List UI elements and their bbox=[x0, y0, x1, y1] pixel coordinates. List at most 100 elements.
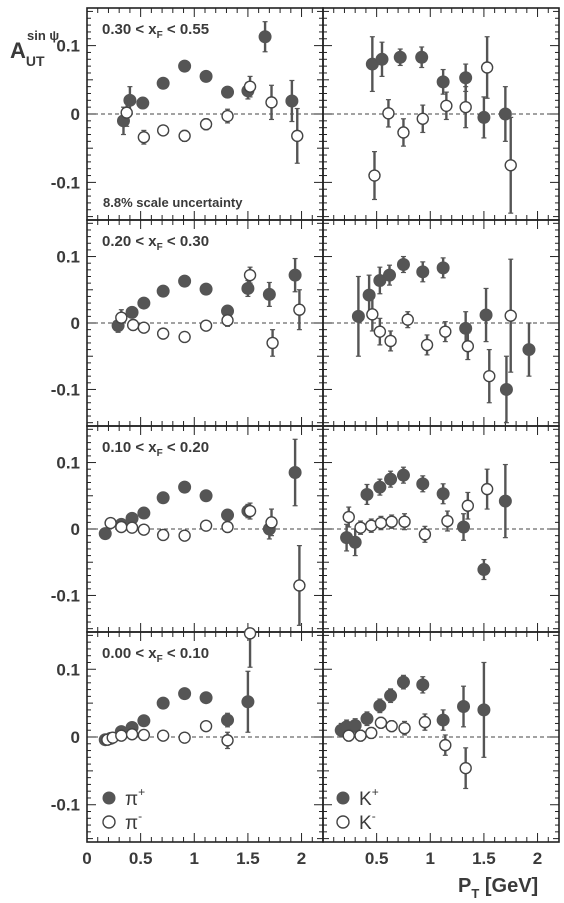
data-point-open bbox=[221, 314, 234, 327]
y-tick-label: 0.1 bbox=[56, 660, 80, 679]
data-point-filled bbox=[288, 268, 302, 282]
x-tick-label: 1.5 bbox=[236, 849, 260, 868]
data-point-open bbox=[382, 107, 395, 120]
data-point-filled bbox=[396, 468, 410, 482]
data-point-open bbox=[115, 311, 128, 324]
data-point-filled bbox=[137, 506, 151, 520]
data-point-open bbox=[293, 579, 306, 592]
data-point-open bbox=[401, 313, 414, 326]
data-point-filled bbox=[416, 477, 430, 491]
data-point-open bbox=[368, 169, 381, 182]
data-point-open bbox=[385, 719, 398, 733]
data-point-filled bbox=[348, 718, 362, 732]
data-point-filled bbox=[199, 489, 213, 503]
data-point-open bbox=[459, 100, 472, 114]
data-point-filled bbox=[351, 309, 365, 323]
x-tick-label: 2 bbox=[533, 849, 542, 868]
y-tick-label: -0.1 bbox=[51, 380, 80, 399]
data-point-filled bbox=[360, 487, 374, 501]
x-tick-label: 0 bbox=[82, 849, 91, 868]
data-point-filled bbox=[156, 284, 170, 298]
data-point-filled bbox=[436, 487, 450, 501]
data-point-open bbox=[441, 514, 454, 528]
data-point-open bbox=[480, 482, 494, 496]
series-group-r3-c0 bbox=[98, 627, 257, 750]
series-group-r0-c1 bbox=[365, 36, 517, 214]
x-tick-label: 0.5 bbox=[129, 849, 153, 868]
data-point-open bbox=[291, 129, 304, 143]
y-tick-label: -0.1 bbox=[51, 586, 80, 605]
legend-marker-right-open bbox=[336, 815, 350, 829]
data-point-filled bbox=[241, 695, 255, 709]
data-point-open bbox=[504, 159, 517, 172]
data-point-filled bbox=[241, 281, 255, 295]
data-point-open bbox=[199, 118, 213, 131]
panel-xf-range-label: 0.20 < xF < 0.30 bbox=[102, 233, 209, 253]
data-point-filled bbox=[522, 343, 536, 357]
data-point-filled bbox=[457, 700, 471, 714]
y-axis-title-superscript: sin ψ bbox=[27, 28, 59, 43]
series-group-r2-c0 bbox=[98, 438, 306, 626]
data-point-open bbox=[199, 319, 213, 332]
data-point-open bbox=[342, 729, 355, 742]
data-point-filled bbox=[459, 321, 473, 335]
y-tick-label: 0 bbox=[71, 314, 80, 333]
data-point-filled bbox=[178, 274, 192, 288]
data-point-filled bbox=[258, 30, 272, 44]
data-point-open bbox=[397, 126, 410, 139]
series-group-r1-c1 bbox=[351, 255, 536, 424]
data-point-filled bbox=[221, 85, 235, 99]
data-point-open bbox=[365, 726, 378, 740]
data-point-open bbox=[416, 112, 429, 125]
y-tick-label: 0 bbox=[71, 105, 80, 124]
data-point-open bbox=[385, 515, 398, 528]
data-point-open bbox=[265, 96, 278, 109]
data-point-open bbox=[483, 369, 496, 383]
data-point-open bbox=[115, 729, 128, 742]
data-point-open bbox=[243, 268, 257, 282]
data-point-open bbox=[266, 336, 279, 350]
panel-r3-c1 bbox=[322, 631, 560, 843]
data-point-open bbox=[137, 523, 151, 536]
data-point-open bbox=[104, 516, 117, 530]
data-point-filled bbox=[384, 689, 398, 703]
data-point-open bbox=[156, 729, 170, 742]
data-point-open bbox=[199, 519, 213, 532]
data-point-filled bbox=[262, 287, 276, 301]
data-point-open bbox=[178, 330, 191, 344]
data-point-filled bbox=[285, 94, 299, 108]
data-point-filled bbox=[288, 466, 302, 480]
legend-label-left: π- bbox=[125, 809, 142, 834]
data-point-filled bbox=[178, 687, 192, 701]
data-point-open bbox=[178, 529, 191, 542]
panel-xf-range-label: 0.10 < xF < 0.20 bbox=[102, 439, 209, 459]
data-point-open bbox=[125, 728, 139, 741]
data-point-filled bbox=[199, 282, 213, 296]
data-point-open bbox=[461, 340, 475, 353]
legend-label-right: K- bbox=[359, 809, 376, 834]
data-point-open bbox=[137, 321, 151, 334]
series-group-r1-c0 bbox=[111, 257, 306, 357]
data-point-filled bbox=[156, 491, 170, 505]
data-point-open bbox=[221, 734, 234, 747]
x-tick-label: 2 bbox=[297, 849, 306, 868]
x-tick-label: 1 bbox=[426, 849, 435, 868]
data-point-filled bbox=[360, 712, 374, 726]
data-point-filled bbox=[178, 59, 192, 73]
data-point-filled bbox=[156, 76, 170, 90]
data-point-filled bbox=[178, 480, 192, 494]
series-group-r0-c0 bbox=[116, 21, 304, 164]
data-point-filled bbox=[436, 261, 450, 275]
data-point-open bbox=[137, 728, 151, 742]
data-point-filled bbox=[199, 69, 213, 83]
data-point-filled bbox=[416, 265, 430, 279]
data-point-filled bbox=[415, 50, 429, 64]
data-point-open bbox=[439, 325, 452, 338]
data-point-filled bbox=[221, 508, 235, 522]
y-tick-label: 0.1 bbox=[56, 37, 80, 56]
data-point-filled bbox=[396, 675, 410, 689]
data-point-open bbox=[504, 309, 517, 322]
data-point-open bbox=[459, 761, 472, 775]
data-point-filled bbox=[436, 713, 450, 727]
